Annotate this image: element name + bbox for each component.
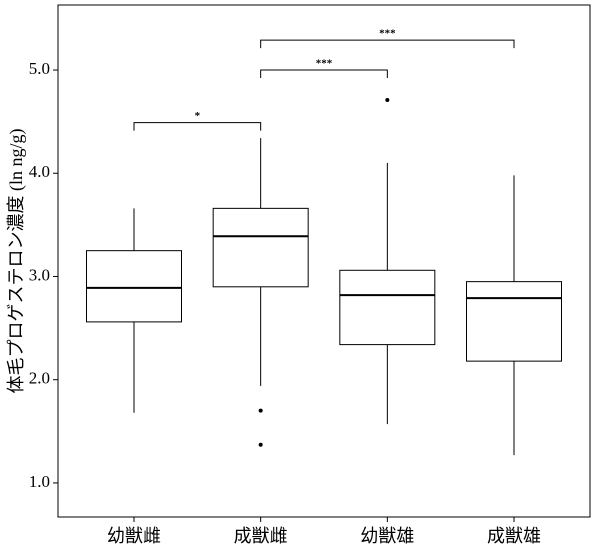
box bbox=[339, 269, 436, 346]
x-tick-label: 成獣雄 bbox=[487, 526, 541, 547]
outlier bbox=[258, 442, 263, 447]
box bbox=[86, 250, 182, 323]
y-tick-label: 2.0 bbox=[29, 369, 50, 388]
y-tick-label: 3.0 bbox=[29, 265, 50, 284]
significance-bracket bbox=[260, 69, 388, 79]
y-tick-label: 4.0 bbox=[29, 162, 50, 181]
significance-bracket bbox=[133, 122, 262, 131]
y-axis-label: 体毛プロゲステロン濃度 (ln ng/g) bbox=[6, 129, 27, 394]
box bbox=[466, 281, 562, 362]
outlier bbox=[385, 97, 390, 102]
significance-label: *** bbox=[379, 28, 396, 40]
outlier bbox=[258, 408, 263, 413]
plot-frame bbox=[57, 4, 591, 518]
significance-label: * bbox=[195, 110, 201, 122]
x-tick-label: 成獣雌 bbox=[234, 526, 288, 547]
significance-label: *** bbox=[316, 58, 333, 70]
box bbox=[212, 207, 309, 288]
significance-bracket bbox=[260, 39, 515, 49]
x-tick-label: 幼獣雌 bbox=[107, 526, 161, 547]
y-tick-label: 5.0 bbox=[29, 59, 50, 78]
y-tick-label: 1.0 bbox=[29, 472, 50, 491]
x-tick-label: 幼獣雄 bbox=[360, 526, 414, 547]
